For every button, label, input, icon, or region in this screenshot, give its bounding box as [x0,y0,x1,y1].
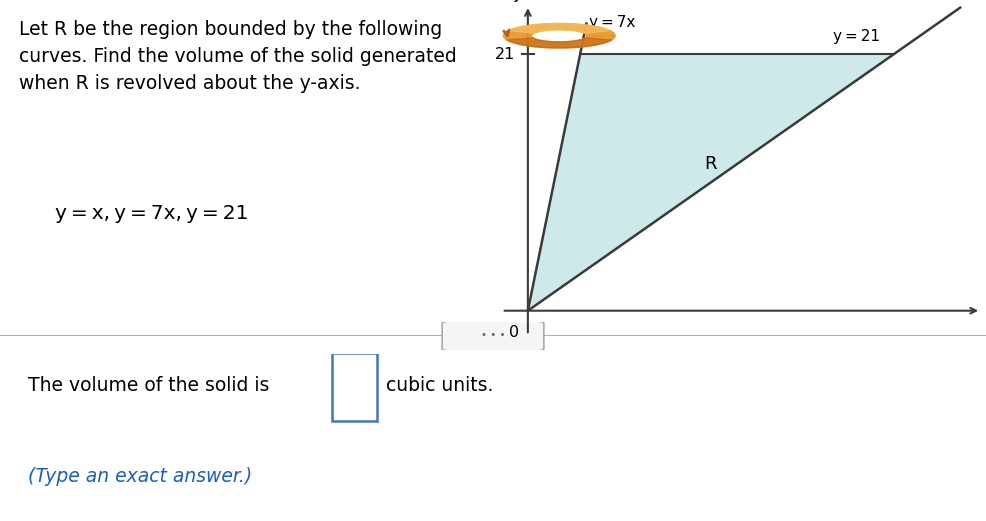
Text: Let R be the region bounded by the following
curves. Find the volume of the soli: Let R be the region bounded by the follo… [19,20,457,93]
Polygon shape [528,54,894,311]
Text: R: R [705,155,717,173]
Text: (Type an exact answer.): (Type an exact answer.) [28,467,251,486]
Text: y: y [513,0,523,2]
Text: y = 7x: y = 7x [589,15,635,30]
Polygon shape [509,23,609,33]
Text: y = 21: y = 21 [833,29,880,44]
Text: • • •: • • • [481,330,505,341]
FancyBboxPatch shape [332,353,377,421]
Text: The volume of the solid is: The volume of the solid is [28,376,269,395]
Text: y = x, y = 7x, y = 21: y = x, y = 7x, y = 21 [55,204,248,223]
Text: 21: 21 [495,46,516,61]
Text: cubic units.: cubic units. [386,376,493,395]
FancyBboxPatch shape [442,321,544,351]
Polygon shape [507,38,611,48]
Polygon shape [504,23,615,48]
Text: 0: 0 [509,325,519,340]
